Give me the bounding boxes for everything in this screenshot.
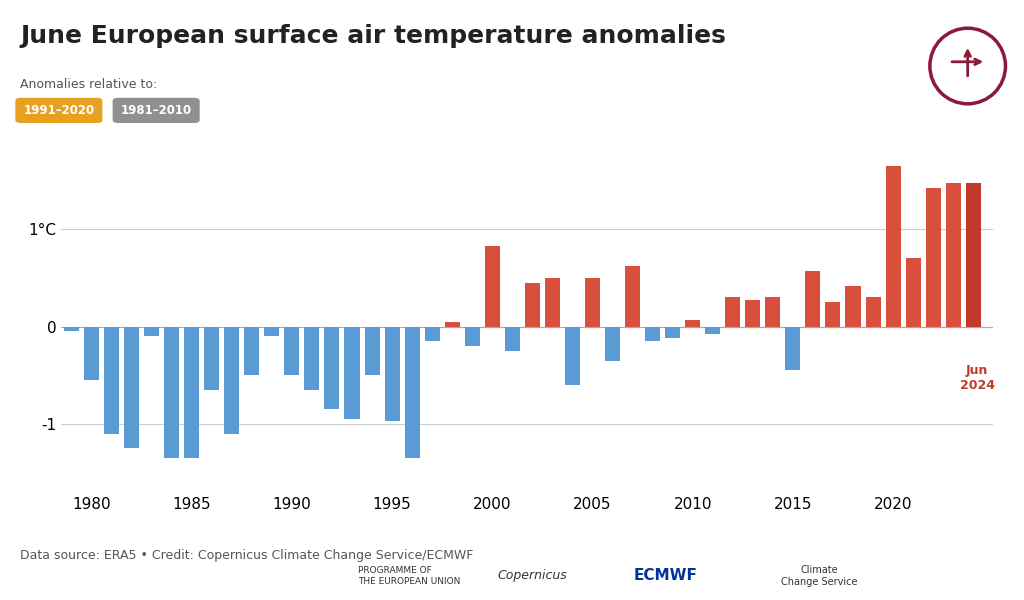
Bar [365, 326, 380, 375]
Text: PROGRAMME OF
THE EUROPEAN UNION: PROGRAMME OF THE EUROPEAN UNION [358, 566, 461, 586]
Bar [706, 326, 720, 334]
Bar [806, 271, 820, 326]
Bar [204, 326, 219, 390]
Bar [625, 266, 640, 326]
Bar [264, 326, 280, 337]
Text: Data source: ERA5 • Credit: Copernicus Climate Change Service/ECMWF: Data source: ERA5 • Credit: Copernicus C… [20, 549, 474, 562]
Bar [966, 182, 981, 326]
Bar [484, 246, 500, 326]
Bar [525, 283, 540, 326]
Text: Anomalies relative to:: Anomalies relative to: [20, 78, 158, 91]
Bar [104, 326, 119, 434]
Text: 1991–2020: 1991–2020 [24, 104, 94, 117]
Bar [886, 166, 900, 326]
Bar [585, 278, 600, 326]
Text: June European surface air temperature anomalies: June European surface air temperature an… [20, 24, 726, 48]
Bar [645, 326, 660, 341]
Bar [84, 326, 99, 380]
Text: Climate
Change Service: Climate Change Service [781, 565, 857, 587]
Bar [344, 326, 359, 419]
Bar [666, 326, 680, 338]
Bar [946, 182, 961, 326]
Bar [325, 326, 340, 409]
Bar [425, 326, 439, 341]
Bar [144, 326, 159, 337]
Bar [905, 259, 921, 326]
Bar [285, 326, 299, 375]
Text: Jun
2024: Jun 2024 [959, 364, 994, 392]
Bar [685, 320, 700, 326]
Bar [565, 326, 580, 385]
Bar [184, 326, 200, 458]
Bar [785, 326, 801, 370]
Text: ECMWF: ECMWF [634, 569, 697, 583]
Bar [725, 298, 740, 326]
Bar [465, 326, 480, 346]
Bar [605, 326, 621, 361]
Bar [926, 188, 941, 326]
Bar [63, 326, 79, 331]
Bar [444, 322, 460, 326]
Bar [304, 326, 319, 390]
Text: 1981–2010: 1981–2010 [121, 104, 191, 117]
Bar [745, 301, 760, 326]
Bar [505, 326, 520, 351]
Bar [545, 278, 560, 326]
Bar [865, 298, 881, 326]
Bar [404, 326, 420, 458]
Text: Copernicus: Copernicus [498, 569, 567, 583]
Bar [846, 286, 860, 326]
Bar [124, 326, 139, 448]
Bar [825, 302, 841, 326]
Bar [164, 326, 179, 458]
Bar [765, 298, 780, 326]
Bar [385, 326, 399, 421]
Bar [245, 326, 259, 375]
Bar [224, 326, 240, 434]
